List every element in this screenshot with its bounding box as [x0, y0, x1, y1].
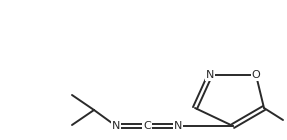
Text: N: N: [174, 121, 182, 131]
Text: N: N: [112, 121, 120, 131]
Text: N: N: [206, 70, 214, 80]
Text: C: C: [143, 121, 151, 131]
Text: O: O: [252, 70, 260, 80]
